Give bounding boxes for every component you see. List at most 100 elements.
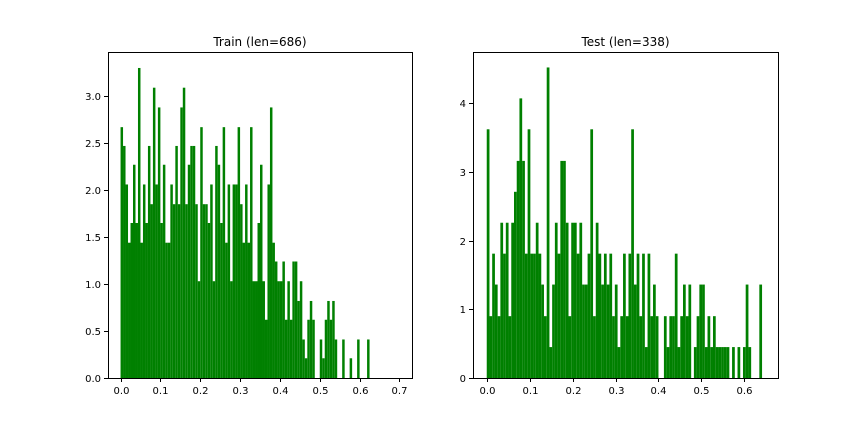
train-bar [207,222,211,378]
train-bar [309,300,313,378]
train-bar [357,339,360,378]
train-chart-title: Train (len=686) [212,35,306,49]
test-bar [693,347,697,378]
train-bar [292,261,295,378]
train-bar [289,319,293,378]
test-bar [666,347,670,378]
test-bar [623,253,626,378]
train-bar [210,184,213,378]
test-bar [508,316,512,378]
train-bar [145,222,148,378]
train-bar [274,261,278,378]
test-bar [718,347,722,378]
train-bar [277,281,280,378]
test-bar [702,284,705,378]
test-bar [565,222,569,378]
train-x-tick-label: 0.6 [353,386,369,397]
test-bar [712,316,716,378]
train-bar [235,184,238,378]
test-bar [721,347,724,378]
test-bar [560,160,564,378]
train-x-tick-label: 0.5 [313,386,329,397]
test-bar [674,253,678,378]
test-bar [554,222,558,378]
train-bar [125,184,129,378]
train-bar [312,319,315,378]
test-bar [745,284,749,378]
test-y-ticks: 0 1 2 3 4 [460,99,473,385]
train-bar [225,242,228,378]
train-bar [197,281,201,378]
test-bar [609,253,613,378]
test-bar [595,222,599,378]
train-bar [269,107,273,379]
train-axes-frame [108,52,413,379]
test-bar [500,222,504,378]
train-bar [242,242,246,378]
test-bar [587,253,591,378]
test-y-tick-label: 1 [460,305,466,316]
test-x-tick-label: 0.0 [480,386,496,397]
test-bar [614,284,618,378]
test-bar [672,316,675,378]
test-y-tick-label: 0 [460,374,466,385]
test-bar [710,347,713,378]
test-bar [543,316,547,378]
train-y-tick-label: 2.0 [85,186,101,197]
train-bar [250,127,253,378]
train-bar [142,184,146,378]
train-bar [140,242,143,378]
train-x-tick-label: 0.2 [193,386,209,397]
train-bar [334,339,338,378]
train-bar [185,204,188,378]
test-bar [650,316,654,378]
test-x-tick-label: 0.6 [737,386,753,397]
train-bar [130,222,133,378]
train-bar [222,127,226,378]
train-bar [304,358,308,378]
train-bar [247,242,251,378]
train-bar [294,261,298,378]
train-bar [329,319,333,378]
test-bar [603,253,607,378]
test-bar [633,284,637,378]
test-x-tick-label: 0.1 [523,386,539,397]
test-bar [552,284,555,378]
test-bar [759,284,763,378]
train-bar [272,242,275,378]
test-bar [631,129,634,378]
train-bar [165,242,168,378]
train-bar [167,242,171,378]
test-bar [625,316,629,378]
train-y-tick-label: 1.5 [85,233,101,244]
train-bar [264,319,268,378]
test-bar [742,347,746,378]
test-y-tick-label: 3 [460,168,466,179]
train-bar [135,222,138,378]
test-bar [522,160,525,378]
test-bar [549,347,553,378]
train-bar [133,164,136,378]
test-y-tick-label: 4 [460,99,466,110]
train-bar [202,204,206,378]
test-x-tick-label: 0.3 [609,386,625,397]
train-bar [252,281,256,378]
train-x-tick-label: 0.4 [273,386,289,397]
test-bar [748,347,752,378]
test-bar [628,253,632,378]
test-bar [593,316,596,378]
test-bar [699,284,703,378]
train-bar [160,222,163,378]
test-bar [571,222,574,378]
test-bar [677,347,681,378]
test-bar [601,284,604,378]
train-y-tick-label: 2.5 [85,139,101,150]
train-bar [128,242,131,378]
train-bars [120,67,370,379]
test-bar [514,191,517,378]
train-bar [147,145,151,378]
test-bar [732,347,735,378]
test-bar [606,284,610,378]
train-bar [367,339,370,378]
